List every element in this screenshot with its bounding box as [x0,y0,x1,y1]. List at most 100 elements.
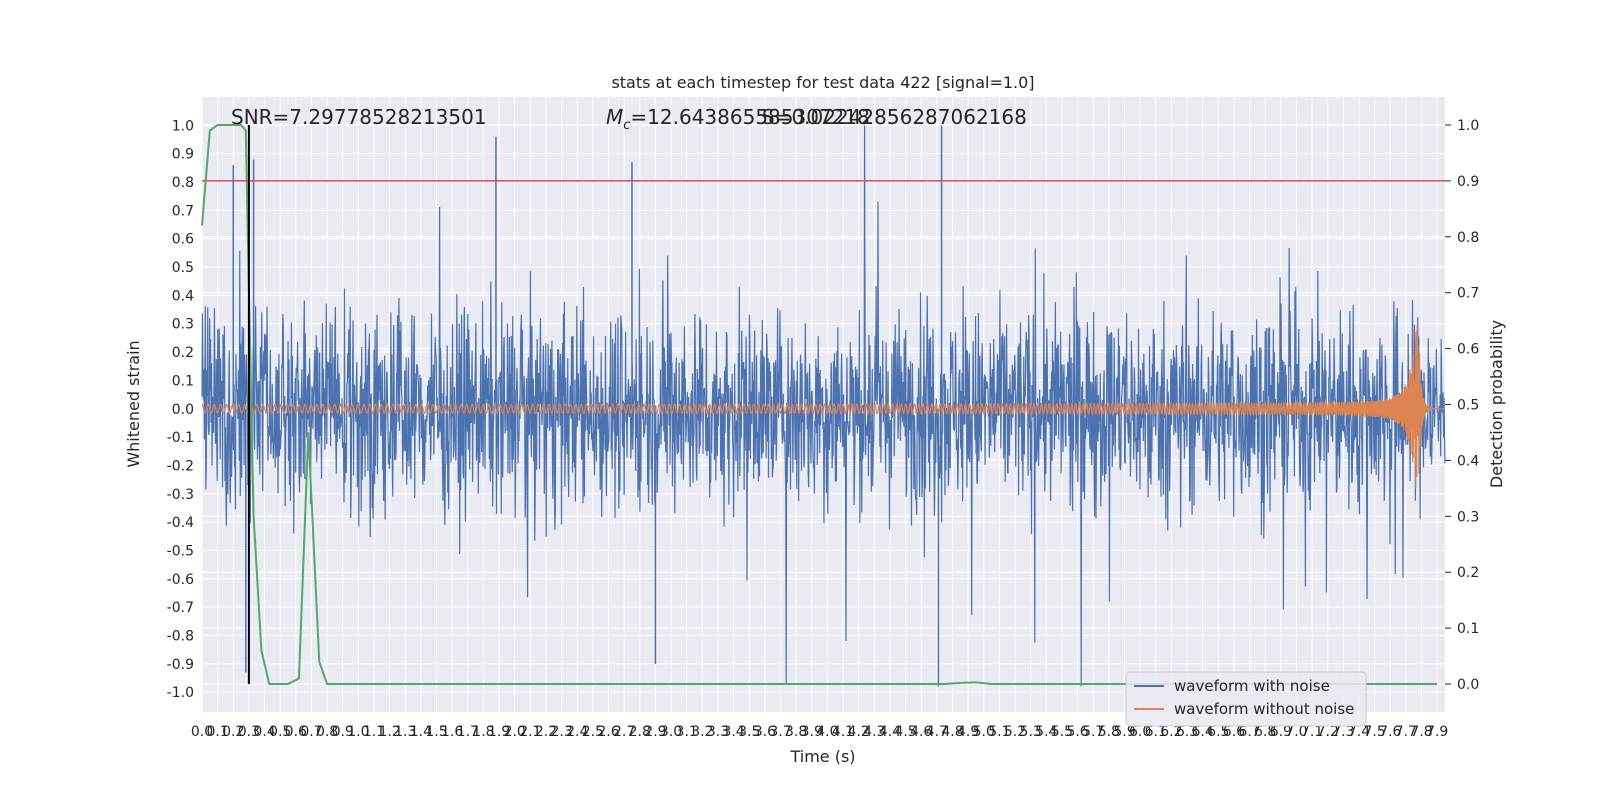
x-tick-label: 1.3 [394,724,416,740]
y-right-tick-label: 0.0 [1457,677,1479,693]
series-detection-probability [201,123,1438,686]
x-tick-label: 5.6 [1066,724,1088,740]
y-left-tick-label: -0.1 [167,430,194,446]
y-left-tick-label: -0.2 [167,458,194,474]
x-tick-label: 5.8 [1098,724,1120,740]
y-left-tick-label: 1.0 [172,118,194,134]
x-tick-label: 1.2 [378,724,400,740]
x-tick-label: 2.0 [504,724,526,740]
x-tick-label: 5.0 [973,724,995,740]
reference-lines [202,124,1445,685]
x-tick-label: 5.9 [1113,724,1135,740]
y-right-tick-label: 0.8 [1457,230,1479,246]
x-tick-label: 3.6 [754,724,776,740]
x-tick-label: 5.2 [1004,724,1026,740]
x-tick-label: 7.3 [1332,724,1354,740]
x-tick-label: 4.7 [926,724,948,740]
y-right-tick-label: 0.1 [1457,621,1479,637]
x-tick-label: 4.4 [879,724,901,740]
x-tick-label: 3.2 [691,724,713,740]
chirp-mass-value: =12.643865585307218 [630,105,869,129]
y-left-tick-label: 0.5 [172,260,194,276]
x-tick-label: 2.9 [644,724,666,740]
y-right-tick-label: 0.7 [1457,286,1479,302]
y-left-tick-label: 0.4 [172,288,194,304]
x-axis-label: Time (s) [789,747,855,766]
y-left-tick-label: -0.9 [167,657,194,673]
x-tick-label: 4.3 [863,724,885,740]
x-tick-label: 4.0 [816,724,838,740]
x-tick-label: 2.3 [550,724,572,740]
y-right-tick-label: 0.2 [1457,565,1479,581]
x-tick-label: 2.2 [535,724,557,740]
y-left-tick-label: 0.6 [172,232,194,248]
y-left-tick-label: -0.4 [167,515,194,531]
x-tick-label: 2.8 [629,724,651,740]
x-tick-label: 5.5 [1051,724,1073,740]
x-tick-label: 0.5 [269,724,291,740]
x-tick-label: 5.7 [1082,724,1104,740]
x-tick-label: 0.0 [191,724,213,740]
y-left-tick-label: -0.8 [167,628,194,644]
y-left-tick-label: -0.3 [167,487,194,503]
overlap-annotation: S=0.022428562870621​68 [762,105,1027,129]
x-tick-label: 0.6 [285,724,307,740]
x-tick-label: 3.1 [676,724,698,740]
y-left-tick-label: 0.9 [172,147,194,163]
x-tick-label: 1.9 [488,724,510,740]
x-tick-label: 3.3 [707,724,729,740]
x-tick-label: 6.8 [1254,724,1276,740]
x-tick-label: 1.5 [425,724,447,740]
x-tick-label: 0.9 [332,724,354,740]
x-tick-label: 6.6 [1223,724,1245,740]
x-tick-label: 2.6 [597,724,619,740]
x-tick-label: 5.1 [988,724,1010,740]
x-tick-label: 5.3 [1020,724,1042,740]
x-tick-label: 3.9 [801,724,823,740]
x-tick-label: 3.8 [785,724,807,740]
legend-label-clean: waveform without noise [1174,700,1354,718]
y-right-tick-label: 1.0 [1457,118,1479,134]
x-tick-label: 7.0 [1285,724,1307,740]
x-tick-label: 4.8 [941,724,963,740]
x-tick-label: 0.1 [207,724,229,740]
x-tick-label: 1.7 [457,724,479,740]
x-tick-label: 2.7 [613,724,635,740]
x-tick-label: 7.8 [1410,724,1432,740]
x-tick-label: 0.7 [300,724,322,740]
x-tick-label: 3.4 [722,724,744,740]
x-tick-label: 7.9 [1426,724,1448,740]
x-tick-label: 4.2 [848,724,870,740]
chirp-mass-subscript: c [623,118,630,133]
noisy-waveform-line [201,125,1446,687]
x-tick-label: 2.1 [519,724,541,740]
y-left-tick-label: 0.0 [172,402,194,418]
x-tick-label: 1.4 [410,724,432,740]
chirp-mass-symbol: M [606,105,623,129]
y-left-tick-label: -0.7 [167,600,194,616]
x-tick-label: 6.9 [1270,724,1292,740]
x-tick-label: 6.5 [1207,724,1229,740]
y-right-tick-labels: 0.0 0.1 0.2 0.3 0.4 0.5 0.6 0.7 0.8 0.9 1.0 [1445,118,1479,693]
x-tick-label: 5.4 [1035,724,1057,740]
x-tick-labels: 0.00.10.20.30.40.50.60.70.80.91.01.11.21… [191,724,1448,740]
x-tick-label: 7.5 [1364,724,1386,740]
y-left-axis-label: Whitened strain [124,340,143,467]
y-left-tick-label: -0.6 [167,572,194,588]
x-tick-label: 1.8 [472,724,494,740]
y-left-tick-label: -1.0 [167,685,194,701]
x-tick-label: 0.2 [222,724,244,740]
clean-waveform-line [201,325,1445,489]
x-tick-label: 6.7 [1238,724,1260,740]
y-right-tick-label: 0.5 [1457,398,1479,414]
x-tick-label: 2.4 [566,724,588,740]
x-tick-label: 6.2 [1160,724,1182,740]
x-tick-label: 7.6 [1379,724,1401,740]
y-right-tick-label: 0.6 [1457,342,1479,358]
y-left-tick-label: 0.7 [172,203,194,219]
x-tick-label: 7.2 [1317,724,1339,740]
x-tick-label: 6.3 [1176,724,1198,740]
x-tick-label: 7.7 [1395,724,1417,740]
x-tick-label: 0.3 [238,724,260,740]
